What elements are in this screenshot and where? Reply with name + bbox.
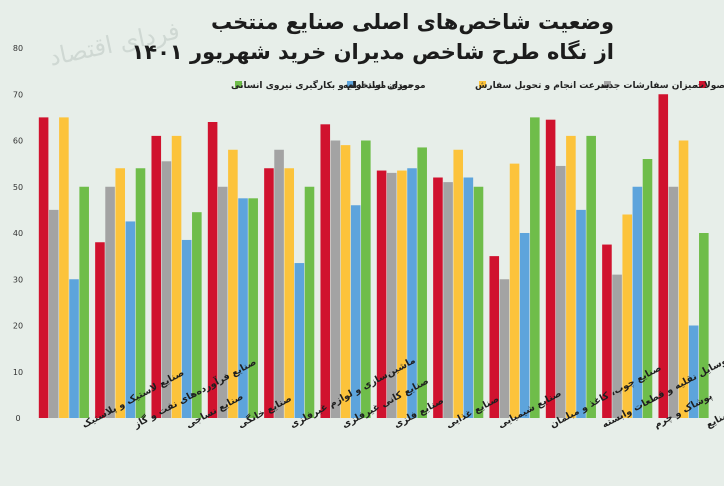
bar — [59, 117, 69, 419]
bar — [602, 244, 612, 418]
legend-swatch — [604, 81, 611, 88]
bar — [151, 135, 162, 419]
bars — [38, 94, 709, 419]
bar — [632, 186, 643, 418]
legend-item: میزان استخدام و بکارگیری نیروی انسانی — [231, 79, 413, 91]
y-tick-label: 0 — [15, 414, 20, 423]
bar — [576, 209, 586, 419]
bar — [79, 186, 89, 418]
legend-label: موجودی مواد اولیه — [343, 81, 426, 91]
bar — [38, 117, 49, 419]
y-tick-label: 60 — [13, 137, 23, 146]
bar — [125, 221, 136, 418]
bar — [238, 198, 248, 418]
y-tick-label: 20 — [13, 322, 23, 331]
legend-label: میزان سفارشات جدید — [600, 81, 697, 91]
bar — [463, 177, 474, 418]
bar — [545, 119, 556, 418]
bar — [407, 168, 417, 418]
bar — [294, 263, 305, 418]
legend-swatch — [235, 81, 242, 88]
bar — [566, 135, 576, 419]
bar — [161, 161, 172, 418]
legend-item: میزان سفارشات جدید — [600, 81, 697, 91]
bar — [320, 124, 331, 418]
y-tick-label: 30 — [13, 275, 23, 284]
legend-item: موجودی مواد اولیه — [343, 81, 426, 91]
legend-swatch — [479, 81, 486, 88]
bar — [207, 122, 218, 418]
bar — [699, 233, 709, 418]
bar — [181, 239, 192, 418]
bar — [350, 205, 361, 418]
bar — [48, 209, 59, 419]
bar — [274, 149, 284, 418]
y-tick-label: 80 — [13, 44, 23, 53]
bar — [417, 147, 427, 418]
bar — [397, 170, 407, 418]
bar — [95, 242, 105, 418]
bar — [473, 186, 484, 418]
bar — [340, 145, 351, 419]
bar — [668, 186, 679, 418]
bar — [622, 214, 633, 418]
bar — [443, 182, 453, 418]
chart-title-line-1: وضعیت شاخص‌های اصلی صنایع منتخب — [210, 10, 614, 34]
bar — [264, 168, 274, 418]
legend-swatch — [699, 81, 706, 88]
bar — [361, 140, 371, 418]
bar — [135, 168, 146, 418]
bar — [555, 165, 566, 418]
bar — [330, 140, 341, 418]
bar — [386, 172, 397, 419]
y-tick-label: 10 — [13, 368, 23, 377]
bar — [105, 186, 115, 418]
chart-title-line-2: از نگاه طرح شاخص مدیران خرید شهریور ۱۴۰۱ — [131, 40, 614, 64]
bar — [530, 117, 540, 419]
bar — [376, 170, 387, 418]
legend-label: سرعت انجام و تحویل سفارش — [475, 81, 610, 91]
legend-label: میزان تولید محصولات — [695, 81, 724, 91]
bar — [612, 274, 622, 419]
bar — [69, 279, 79, 418]
legend-item: میزان تولید محصولات — [695, 81, 724, 91]
legend-swatch — [347, 81, 354, 88]
bar — [678, 140, 689, 418]
bar — [217, 186, 228, 418]
bar — [658, 94, 669, 418]
bar — [284, 168, 295, 418]
bar — [228, 149, 238, 418]
bar — [192, 212, 202, 418]
y-tick-label: 70 — [13, 90, 23, 99]
bar — [453, 149, 464, 418]
bar — [115, 168, 126, 418]
legend-label: میزان استخدام و بکارگیری نیروی انسانی — [231, 79, 413, 91]
bar — [171, 135, 182, 419]
legend-item: سرعت انجام و تحویل سفارش — [475, 81, 610, 91]
bar — [642, 159, 653, 418]
bar — [433, 177, 443, 418]
bar — [499, 279, 510, 418]
y-tick-label: 50 — [13, 183, 23, 192]
y-tick-label: 40 — [13, 229, 23, 238]
bar — [519, 233, 530, 418]
bar — [509, 163, 520, 419]
y-axis: 0 10 20 30 40 50 60 70 80 — [13, 44, 23, 423]
bar — [248, 198, 258, 418]
bar — [688, 325, 699, 418]
bar — [489, 256, 500, 419]
bar — [586, 135, 596, 419]
legend: میزان تولید محصولاتمیزان سفارشات جدیدسرع… — [231, 79, 724, 91]
bar — [304, 186, 315, 418]
